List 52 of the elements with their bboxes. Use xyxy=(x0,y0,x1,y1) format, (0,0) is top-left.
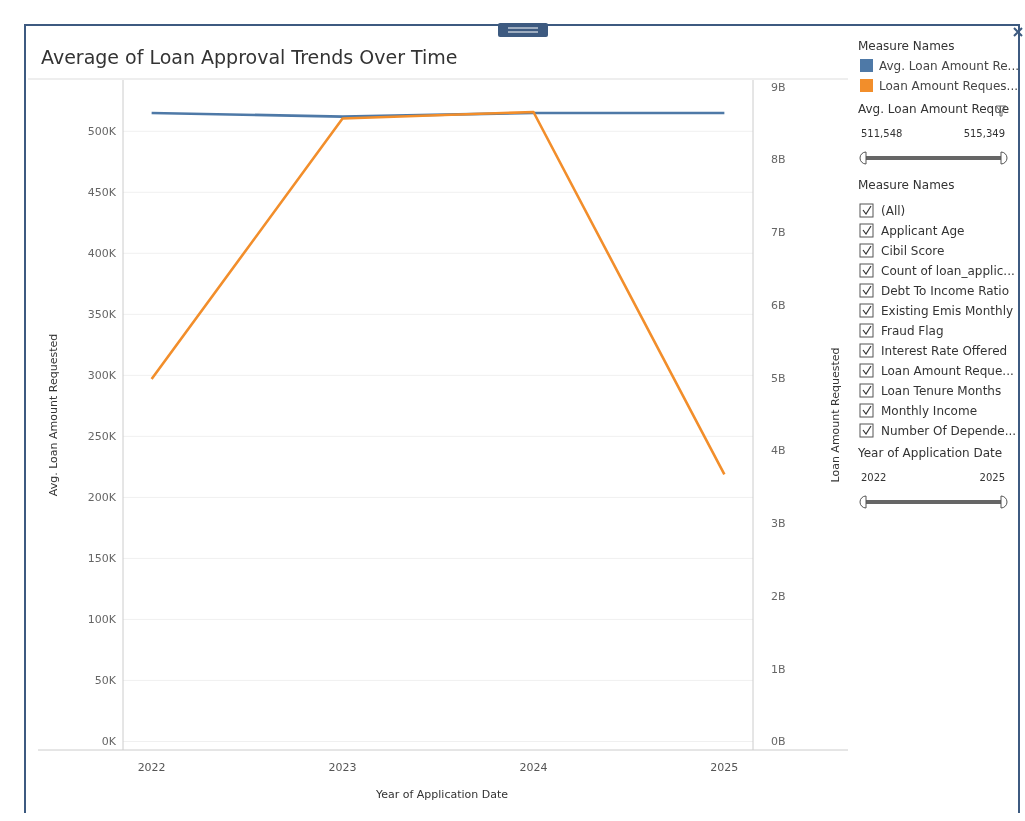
x-tick-label: 2025 xyxy=(710,761,739,774)
y-tick-label: 450K xyxy=(87,186,117,200)
text: 511,548 xyxy=(861,128,903,139)
text: Count of loan_applic... xyxy=(881,264,1015,278)
text: Interest Rate Offered xyxy=(881,344,1008,358)
y2-tick-label: 6B xyxy=(771,298,786,312)
y-tick-label: 200K xyxy=(87,491,117,505)
y2-tick-label: 8B xyxy=(771,153,786,167)
text: Cibil Score xyxy=(881,244,945,258)
text: Fraud Flag xyxy=(881,324,944,338)
text: Avg. Loan Amount Reque xyxy=(858,102,1010,116)
text: Loan Amount Reque... xyxy=(881,364,1014,378)
y-tick-label: 150K xyxy=(87,552,117,566)
y-tick-label: 500K xyxy=(87,125,117,139)
x-tick-label: 2023 xyxy=(328,761,357,774)
y-tick-label: 100K xyxy=(87,613,117,627)
text: Loan Tenure Months xyxy=(881,384,1002,398)
y-axis-title: Avg. Loan Amount Requested xyxy=(47,333,60,497)
y2-tick-label: 5B xyxy=(771,371,786,385)
text: Debt To Income Ratio xyxy=(881,284,1009,298)
y2-tick-label: 3B xyxy=(771,517,786,531)
chart-title: Average of Loan Approval Trends Over Time xyxy=(41,46,458,68)
text: 515,349 xyxy=(963,128,1005,139)
x-tick-label: 2024 xyxy=(519,761,548,774)
text: 2022 xyxy=(861,472,887,483)
y-tick-label: 400K xyxy=(87,247,117,261)
text: Existing Emis Monthly xyxy=(881,304,1014,318)
legend-label: Loan Amount Reques... xyxy=(879,79,1019,93)
y2-tick-label: 7B xyxy=(771,226,786,240)
text: Monthly Income xyxy=(881,404,978,418)
text: Year of Application Date xyxy=(857,446,1003,460)
y-tick-label: 300K xyxy=(87,369,117,383)
y-tick-label: 50K xyxy=(94,674,117,688)
line-series xyxy=(150,110,726,476)
text: Number Of Depende... xyxy=(881,424,1017,438)
x-tick-label: 2022 xyxy=(137,761,166,774)
y2-tick-label: 1B xyxy=(771,662,786,676)
y2-tick-label: 2B xyxy=(771,589,786,603)
legend-title: Measure Names xyxy=(858,39,955,53)
x-axis-title: Year of Application Date xyxy=(374,788,509,801)
y-tick-label: 350K xyxy=(87,308,117,322)
y2-tick-label: 4B xyxy=(771,444,786,458)
text: Applicant Age xyxy=(881,224,965,238)
y2-tick-label: 0B xyxy=(771,735,786,749)
y2-axis-title: Loan Amount Requested xyxy=(829,347,842,483)
text: 2025 xyxy=(979,472,1005,483)
y-tick-label: 0K xyxy=(101,735,117,749)
y-tick-label: 250K xyxy=(87,430,117,444)
text: (All) xyxy=(881,204,906,218)
legend-label: Avg. Loan Amount Re... xyxy=(879,59,1020,73)
text: Measure Names xyxy=(858,178,955,192)
y2-tick-label: 9B xyxy=(771,80,786,94)
